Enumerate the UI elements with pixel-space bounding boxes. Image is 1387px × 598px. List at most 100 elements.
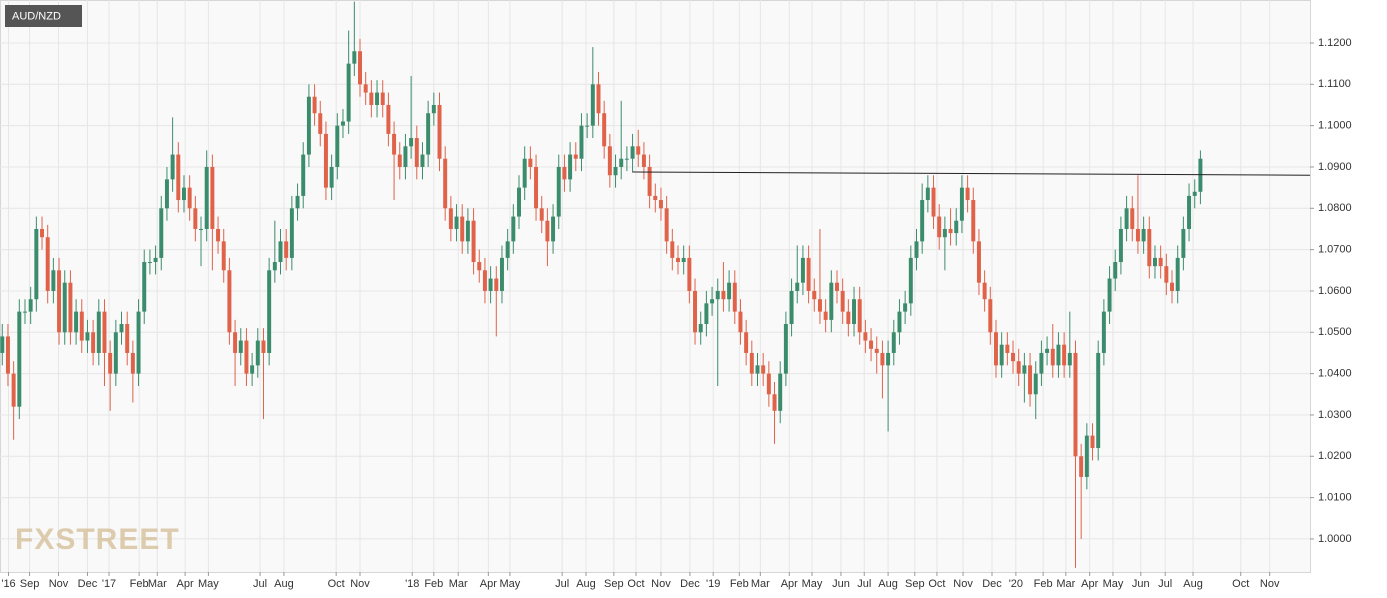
candle-body (164, 179, 169, 209)
candle-body (102, 311, 107, 353)
candle-body (874, 348, 879, 353)
candle-body (687, 257, 692, 291)
candle-body (942, 228, 947, 238)
x-tick-label: Nov (651, 578, 671, 590)
candle-body (823, 311, 828, 320)
candle-body (1028, 365, 1033, 395)
candle-body (460, 216, 465, 242)
x-tick-label: Jul (253, 578, 267, 590)
candle-body (57, 270, 62, 333)
candle-body (74, 311, 79, 333)
candle-body (624, 158, 629, 160)
x-tick-label: Oct (328, 578, 345, 590)
x-tick-label: Mar (751, 578, 770, 590)
x-tick-label: Dec (78, 578, 98, 590)
candle-body (959, 187, 964, 221)
candle-body (704, 303, 709, 325)
candle-body (1130, 208, 1135, 229)
candle-body (352, 51, 357, 64)
candle-body (976, 241, 981, 283)
candle-body (187, 187, 192, 209)
candle-body (363, 84, 368, 93)
candle-body (340, 121, 345, 126)
candle-body (130, 352, 135, 374)
candle-body (727, 282, 732, 300)
candle-body (534, 166, 539, 209)
candle-body (261, 340, 266, 353)
candle-body (0, 336, 5, 353)
x-tick-label: Aug (1183, 578, 1203, 590)
candle-body (216, 228, 221, 242)
candle-body (568, 154, 573, 180)
candle-body (1175, 257, 1180, 291)
candle-body (863, 332, 868, 341)
y-tick-label: 1.0600 (1318, 285, 1352, 297)
grid (0, 0, 1310, 572)
x-tick-label: Sep (20, 578, 40, 590)
x-tick-label: Feb (130, 578, 149, 590)
candle-body (306, 96, 311, 155)
candle-body (619, 158, 624, 167)
candle-body (414, 138, 419, 167)
x-tick-label: May (1103, 578, 1124, 590)
candle-body (744, 332, 749, 353)
candle-body (1096, 352, 1101, 449)
candle-body (28, 299, 33, 312)
candle-body (153, 257, 158, 263)
candle-body (482, 270, 487, 291)
candle-body (630, 146, 635, 159)
candle-body (403, 146, 408, 167)
candle-body (267, 270, 272, 353)
candle-body (68, 282, 73, 333)
y-tick-label: 1.0000 (1318, 533, 1352, 545)
candle-body (982, 282, 987, 300)
x-tick-label: Mar (1056, 578, 1075, 590)
candle-body (965, 187, 970, 201)
candle-body (181, 187, 186, 201)
candle-body (783, 324, 788, 374)
symbol-box (5, 5, 82, 27)
x-tick-label: Jun (1132, 578, 1150, 590)
chart-title: AUD/NZD (12, 10, 61, 22)
x-tick-label: Apr (480, 578, 497, 590)
candle-body (715, 290, 720, 300)
candle-body (1050, 348, 1055, 366)
candle-body (323, 133, 328, 188)
candle-body (925, 187, 930, 201)
candle-body (999, 344, 1004, 366)
candle-body (255, 340, 260, 366)
x-tick-label: Nov (953, 578, 973, 590)
candle-body (11, 373, 16, 407)
x-tick-label: Aug (576, 578, 596, 590)
x-tick-label: Nov (1260, 578, 1280, 590)
candle-body (499, 257, 504, 291)
candle-body (79, 311, 84, 341)
candle-body (1022, 365, 1027, 374)
candle-body (409, 138, 414, 147)
candle-body (658, 200, 663, 209)
x-tick-label: Mar (449, 578, 468, 590)
candle-body (250, 365, 255, 374)
candle-body (676, 257, 680, 263)
x-tick-label: Apr (1081, 578, 1098, 590)
candle-body (1124, 208, 1129, 229)
candle-body (1107, 278, 1112, 312)
candle-body (386, 104, 391, 134)
x-tick-label: Oct (1232, 578, 1249, 590)
x-tick-label: '20 (1009, 578, 1023, 590)
candle-body (551, 216, 556, 242)
x-tick-label: Dec (982, 578, 1002, 590)
candle-body (1079, 456, 1084, 477)
candle-body (908, 257, 913, 304)
candle-body (136, 311, 141, 374)
candle-body (641, 154, 646, 167)
candle-body (477, 262, 482, 271)
candle-body (971, 200, 976, 242)
candle-body (312, 96, 317, 114)
x-tick-label: Jun (832, 578, 850, 590)
candle-body (159, 208, 164, 258)
candle-body (380, 92, 385, 105)
candle-body (931, 187, 936, 217)
x-tick-label: '17 (102, 578, 116, 590)
candle-body (954, 220, 959, 234)
